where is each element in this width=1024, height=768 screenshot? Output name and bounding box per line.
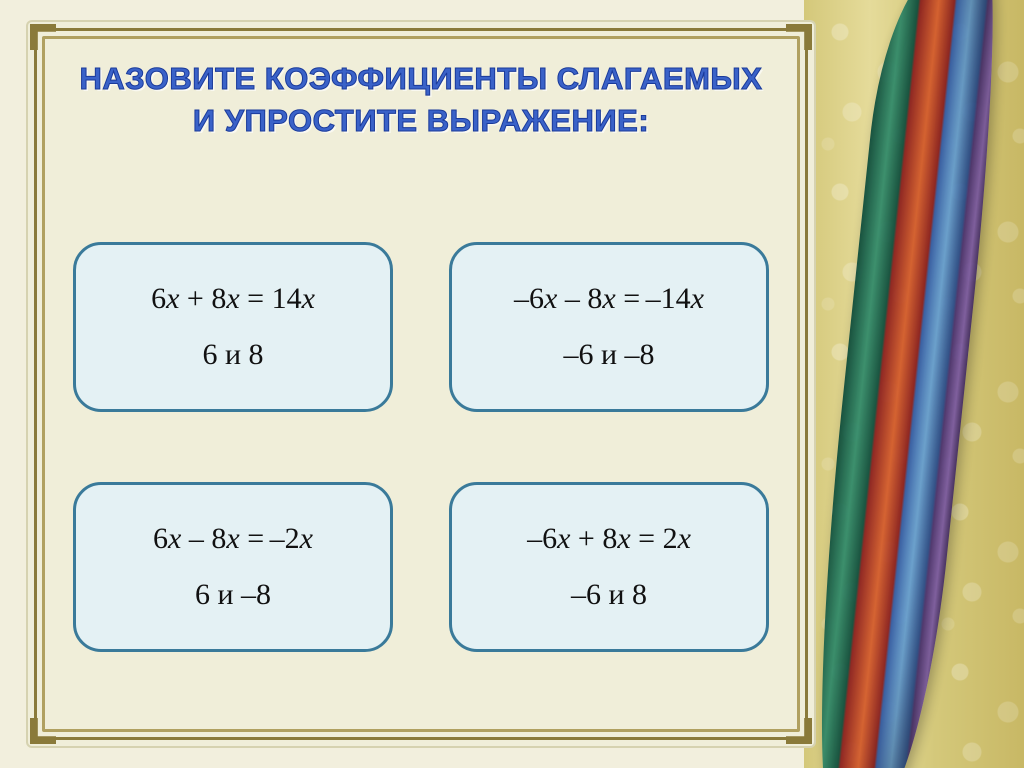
math-card: 6x – 8x = –2x 6 и –8: [73, 482, 393, 652]
decor-strip: [804, 0, 1024, 768]
slide-content: НАЗОВИТЕ КОЭФФИЦИЕНТЫ СЛАГАЕМЫХ И УПРОСТ…: [56, 50, 786, 718]
card-equation: 6x – 8x = –2x: [153, 522, 313, 556]
frame-corner: [30, 24, 56, 50]
decor-curtain: [804, 0, 1010, 768]
frame-corner: [786, 24, 812, 50]
slide-title: НАЗОВИТЕ КОЭФФИЦИЕНТЫ СЛАГАЕМЫХ И УПРОСТ…: [80, 58, 763, 142]
title-line-2: И УПРОСТИТЕ ВЫРАЖЕНИЕ:: [80, 100, 763, 142]
slide-frame: НАЗОВИТЕ КОЭФФИЦИЕНТЫ СЛАГАЕМЫХ И УПРОСТ…: [28, 22, 814, 746]
title-line-1: НАЗОВИТЕ КОЭФФИЦИЕНТЫ СЛАГАЕМЫХ: [80, 58, 763, 100]
math-card: –6x + 8x = 2x –6 и 8: [449, 482, 769, 652]
card-equation: –6x – 8x = –14x: [514, 282, 704, 316]
frame-corner: [30, 718, 56, 744]
card-coefficients: 6 и 8: [202, 338, 263, 372]
card-equation: 6x + 8x = 14x: [151, 282, 315, 316]
card-coefficients: –6 и 8: [571, 578, 647, 612]
card-equation: –6x + 8x = 2x: [527, 522, 691, 556]
frame-corner: [786, 718, 812, 744]
math-card: –6x – 8x = –14x –6 и –8: [449, 242, 769, 412]
card-coefficients: –6 и –8: [563, 338, 654, 372]
card-grid: 6x + 8x = 14x 6 и 8 –6x – 8x = –14x –6 и…: [73, 242, 769, 652]
math-card: 6x + 8x = 14x 6 и 8: [73, 242, 393, 412]
card-coefficients: 6 и –8: [195, 578, 271, 612]
